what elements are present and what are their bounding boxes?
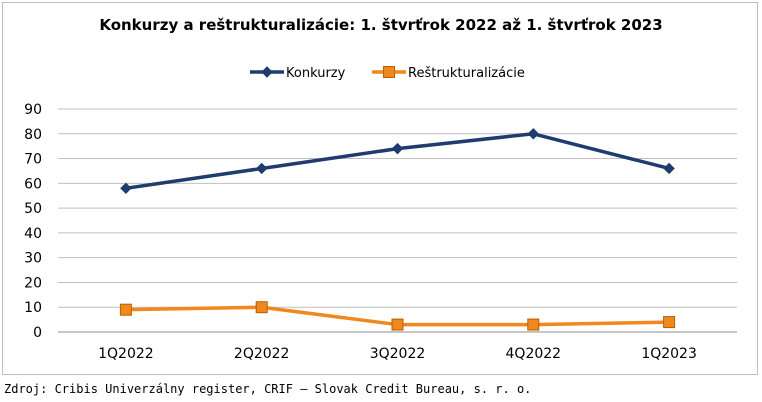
y-tick-label: 40	[24, 226, 42, 242]
y-tick-label: 10	[24, 300, 42, 316]
data-point	[255, 301, 268, 314]
y-tick-label: 90	[24, 102, 42, 118]
legend: Konkurzy Reštrukturalizácie	[250, 66, 525, 81]
y-tick-label: 60	[24, 176, 42, 192]
x-tick-label: 1Q2023	[641, 346, 697, 362]
y-tick-label: 0	[33, 325, 42, 341]
x-axis: 1Q2022 2Q2022 3Q2022 4Q2022 1Q2023	[98, 346, 697, 362]
y-tick-label: 20	[24, 275, 42, 291]
series-layer	[119, 128, 676, 331]
data-point	[527, 318, 540, 331]
legend-marker	[383, 66, 395, 78]
series-line	[125, 132, 670, 191]
x-tick-label: 4Q2022	[506, 346, 562, 362]
data-point	[527, 128, 540, 140]
data-point	[119, 303, 132, 316]
source-note: Zdroj: Cribis Univerzálny register, CRIF…	[4, 382, 532, 396]
x-tick-label: 2Q2022	[234, 346, 290, 362]
y-tick-label: 70	[24, 152, 42, 168]
data-point	[120, 182, 132, 194]
data-point	[663, 316, 676, 329]
data-point	[663, 162, 675, 175]
legend-item-2: Reštrukturalizácie	[372, 66, 525, 81]
legend-marker	[261, 66, 273, 78]
legend-label: Reštrukturalizácie	[408, 66, 525, 81]
series-1	[120, 128, 675, 194]
chart-title: Konkurzy a reštrukturalizácie: 1. štvrťr…	[99, 16, 663, 34]
y-tick-label: 80	[24, 127, 42, 143]
data-point	[255, 162, 268, 175]
gridlines	[58, 108, 737, 333]
legend-item-1: Konkurzy	[250, 66, 346, 81]
y-tick-label: 50	[24, 201, 42, 217]
x-tick-label: 3Q2022	[370, 346, 426, 362]
data-point	[391, 142, 404, 155]
y-tick-label: 30	[24, 251, 42, 267]
series-2	[119, 301, 676, 331]
legend-label: Konkurzy	[286, 66, 346, 81]
data-point	[391, 318, 404, 331]
x-tick-label: 1Q2022	[98, 346, 154, 362]
y-axis: 0 10 20 30 40 50 60 70 80 90	[24, 102, 42, 341]
